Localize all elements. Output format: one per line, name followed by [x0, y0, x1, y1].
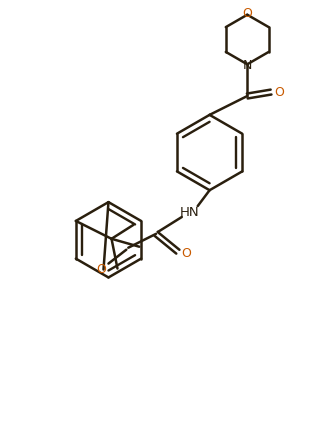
Text: O: O	[242, 7, 252, 20]
Text: HN: HN	[180, 206, 200, 218]
Text: N: N	[243, 59, 252, 72]
Text: O: O	[274, 86, 284, 98]
Text: O: O	[97, 263, 107, 276]
Text: O: O	[181, 247, 191, 260]
